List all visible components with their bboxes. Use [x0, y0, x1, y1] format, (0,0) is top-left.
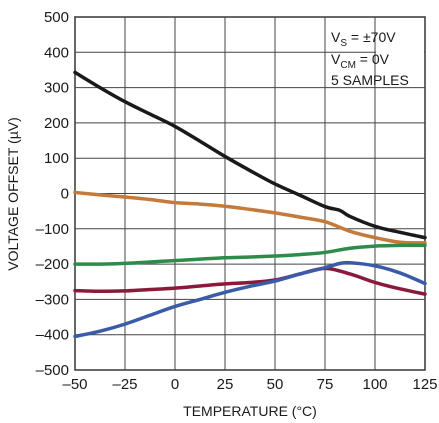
y-tick-label: 500 — [44, 9, 69, 26]
x-tick-label: 75 — [317, 376, 334, 393]
series-line-5 — [73, 260, 427, 339]
y-axis-label: VOLTAGE OFFSET (µV) — [5, 117, 21, 271]
series-line-4 — [73, 266, 427, 296]
y-tick-label: 300 — [44, 80, 69, 97]
x-tick-label: 125 — [412, 376, 437, 393]
x-tick-labels: –50 –25 0 25 50 75 100 125 — [62, 376, 437, 393]
x-tick-label: 100 — [362, 376, 387, 393]
annotation-box — [376, 18, 424, 87]
y-tick-label: –400 — [36, 327, 69, 344]
y-tick-label: 100 — [44, 150, 69, 167]
y-tick-label: –300 — [36, 291, 69, 308]
series-line-1 — [73, 70, 427, 240]
grid — [74, 16, 426, 371]
y-tick-label: 400 — [44, 44, 69, 61]
annotation-line-1: VS = ±70V — [331, 29, 396, 49]
y-tick-label: 200 — [44, 115, 69, 132]
y-tick-label: –100 — [36, 221, 69, 238]
x-tick-label: –25 — [112, 376, 137, 393]
annotation-line-2: VCM = 0V — [331, 51, 390, 71]
x-tick-label: 25 — [217, 376, 234, 393]
series-line-3 — [73, 243, 427, 266]
x-tick-label: 0 — [171, 376, 179, 393]
x-axis-label: TEMPERATURE (°C) — [183, 403, 317, 419]
x-tick-label: 50 — [267, 376, 284, 393]
y-tick-label: –500 — [36, 362, 69, 379]
y-tick-labels: 500 400 300 200 100 0 –100 –200 –300 –400 –500 — [36, 9, 69, 379]
x-tick-label: –50 — [62, 376, 87, 393]
y-tick-label: –200 — [36, 256, 69, 273]
y-tick-label: 0 — [61, 186, 69, 203]
annotation-line-3: 5 SAMPLES — [331, 72, 409, 88]
series-line-2 — [73, 190, 427, 245]
series-layer — [73, 70, 427, 339]
